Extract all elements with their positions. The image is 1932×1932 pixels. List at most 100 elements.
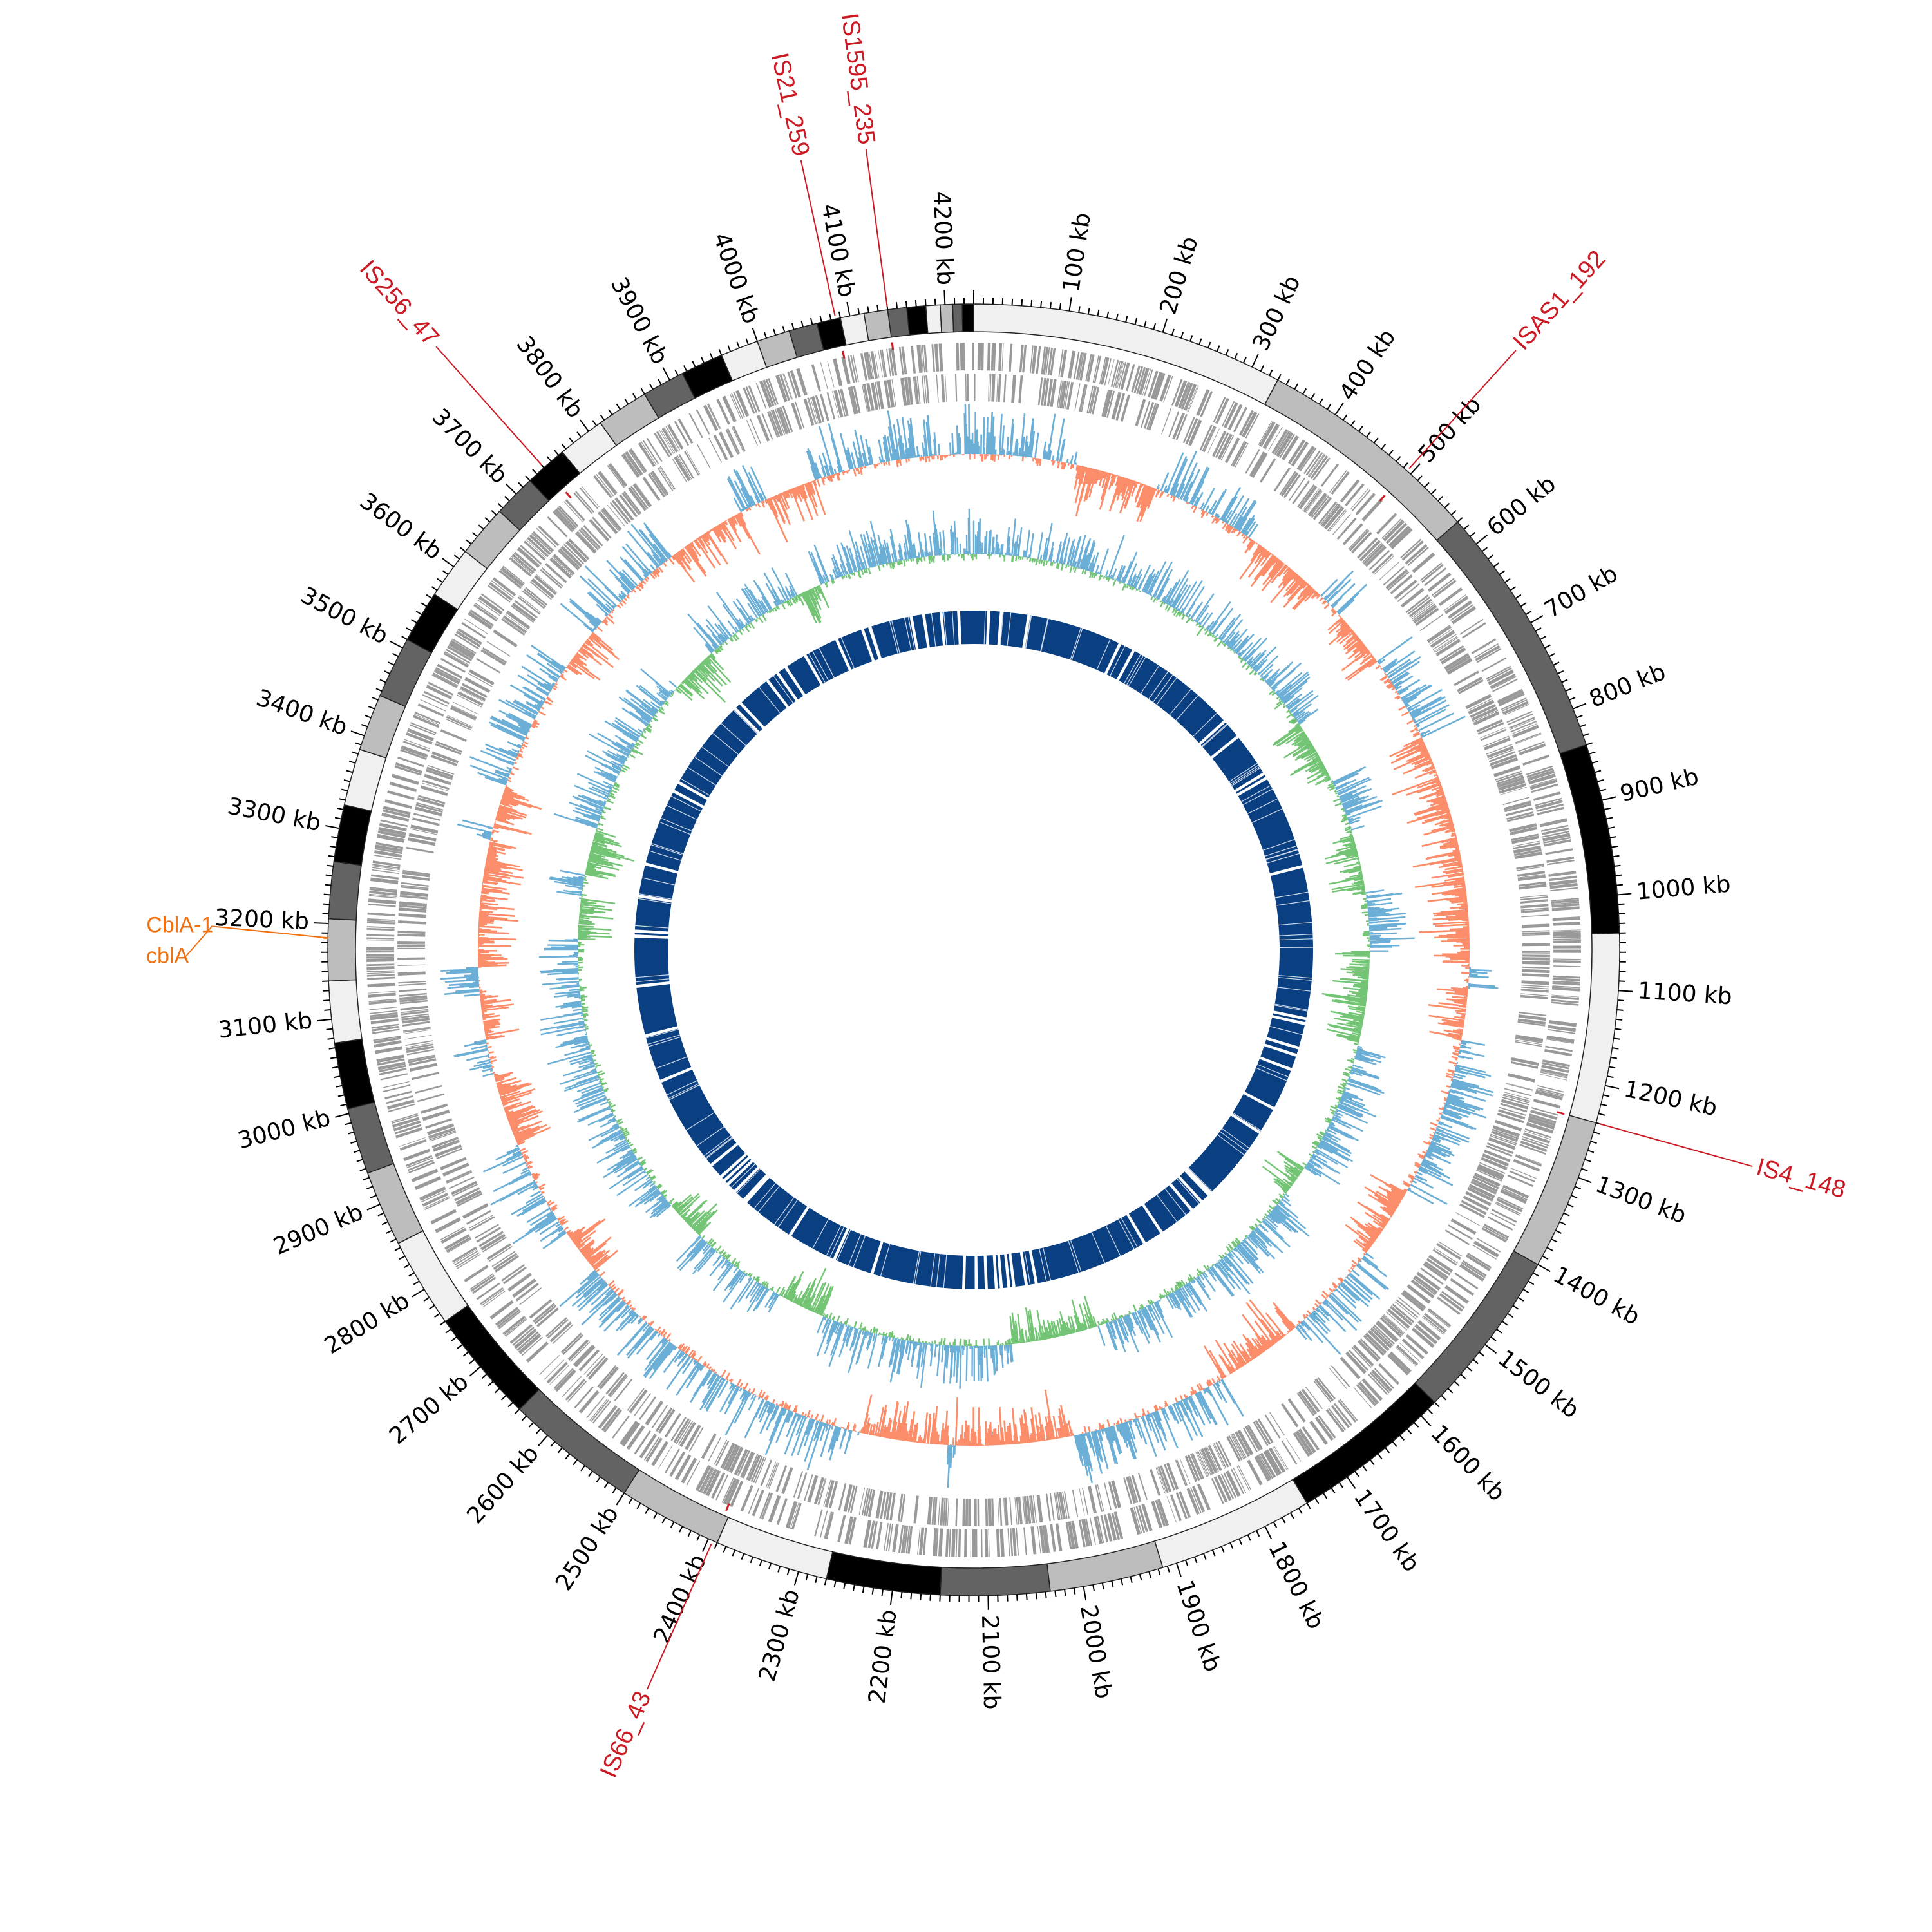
contig-segment [328,979,363,1044]
homology-block [779,668,804,700]
homology-block [1007,1253,1013,1287]
contig-segment [961,303,974,332]
homology-block [791,1208,847,1259]
homology-block [1119,651,1224,743]
gc-skew-track [538,509,1415,1389]
tick-label: 800 kb [1586,659,1669,713]
tick-label: 3400 kb [253,685,351,741]
homology-block [1273,1013,1306,1023]
tick-label: 4100 kb [816,202,860,299]
homology-block [661,1069,737,1164]
is-element-leader [1408,350,1517,469]
homology-block [674,783,707,806]
gene-label-symbol: cblA [146,943,189,968]
tick-label: 200 kb [1155,233,1203,317]
contig-segment [940,1563,1051,1596]
tick-label: 900 kb [1618,763,1701,808]
homology-block [835,1229,881,1274]
is-element-label: IS4_148 [1754,1153,1849,1204]
tick-marks [314,290,1633,1610]
tick-label: 1000 kb [1635,871,1732,905]
tick-label: 3300 kb [225,793,323,837]
gc-content-negative [477,453,1470,1446]
is-element-leader [435,346,543,466]
gc-content-track [440,404,1499,1488]
tick-label: 3900 kb [605,273,673,369]
tick-label: 500 kb [1413,392,1486,468]
contig-segment [952,303,963,333]
homology-block [864,627,879,661]
tick-label: 100 kb [1058,211,1096,294]
homology-block [1232,1094,1273,1132]
tick-label: 1200 kb [1622,1076,1719,1122]
contig-ring [327,303,1620,1596]
tick-label: 3500 kb [296,582,392,650]
homology-block [634,937,670,985]
tick-label: 1500 kb [1493,1345,1584,1424]
homology-block [1128,1205,1160,1243]
is-element-tick [842,350,846,359]
contig-segment [1046,1540,1164,1592]
tick-label: 2200 kb [864,1608,902,1705]
homology-block [1238,779,1303,873]
inner-homology-ring [634,611,1314,1290]
contig-segment [366,1162,424,1244]
is-element-leader [647,1543,712,1690]
coordinate-ticks [314,290,1633,1610]
homology-block [725,1159,752,1183]
tick-label: 1300 kb [1592,1171,1690,1229]
homology-block [639,865,677,900]
tick-label: 2500 kb [551,1502,624,1596]
contig-segment [334,1038,375,1110]
tick-label: 1900 kb [1171,1577,1226,1675]
homology-block [645,792,703,871]
contig-segment [327,918,357,982]
tick-label: 3600 kb [355,488,446,565]
tick-label: 600 kb [1482,471,1561,542]
tick-label: 3000 kb [235,1105,333,1155]
is-element-label: IS21_259 [766,50,815,158]
homology-block [1031,1215,1144,1283]
gc-skew-negative [577,553,1370,1347]
homology-gaps-fine [634,611,1313,1289]
homology-block [679,709,758,798]
is-element-leader [800,160,836,316]
contig-segment [906,305,929,336]
tick-label: 2700 kb [384,1368,474,1450]
homology-block [722,1155,748,1180]
homology-block [636,984,677,1035]
contig-segment [887,307,911,338]
gc-skew-positive [538,509,1415,1389]
tick-label: 1800 kb [1263,1537,1329,1633]
is-element-leader [865,149,888,307]
homology-block [634,933,668,936]
tick-label: 3100 kb [217,1007,314,1044]
gene-markers: CblA-1 cblA [146,913,328,968]
homology-block [1188,1115,1259,1192]
tick-label: 3800 kb [511,332,588,423]
homology-block [736,704,763,732]
is-element-tick [891,342,895,350]
contig-segment [328,860,362,921]
homology-block [1011,1252,1025,1287]
homology-block [989,611,1000,645]
contig-segment [925,304,942,334]
tick-label: 3700 kb [427,404,513,489]
tick-label: 2900 kb [270,1199,367,1260]
is-element-tick [565,491,572,499]
homology-block [999,611,1028,648]
homology-block [942,611,959,646]
homology-block [1180,1171,1208,1201]
homology-block [741,681,787,727]
homology-block [1244,1059,1291,1108]
contig-segment [346,1101,395,1174]
homology-block [634,897,672,932]
homology-block [736,1168,766,1199]
tick-label: 2000 kb [1075,1603,1117,1701]
contig-segment [343,748,387,812]
homology-block [787,656,821,695]
tick-label: 400 kb [1334,325,1401,406]
homology-block [960,611,974,645]
